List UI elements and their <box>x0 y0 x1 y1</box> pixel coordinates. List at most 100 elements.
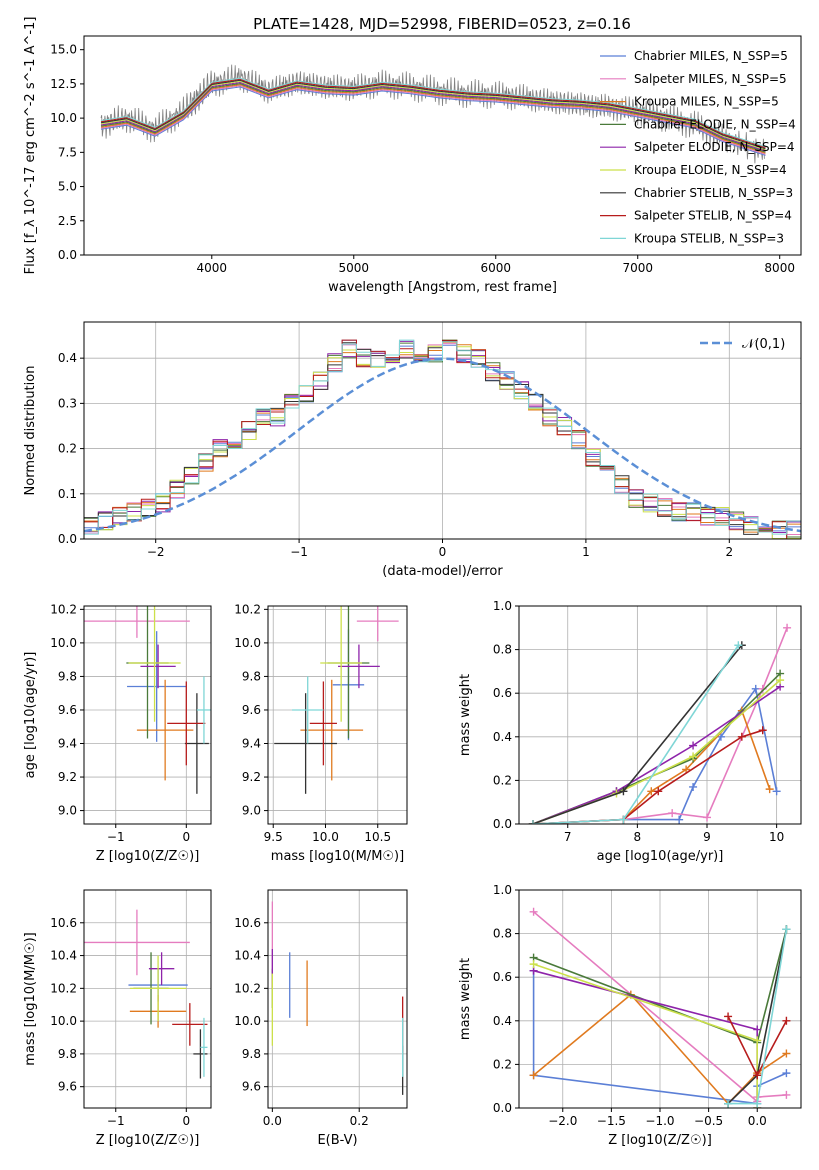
plus-marker <box>529 1071 538 1080</box>
y-tick-label: 10.6 <box>50 916 77 930</box>
figure-title: PLATE=1428, MJD=52998, FIBERID=0523, z=0… <box>253 15 631 33</box>
legend-label: Chabrier MILES, N_SSP=5 <box>634 49 788 63</box>
x-tick-label: 10.0 <box>312 830 339 844</box>
x-tick-label: 7 <box>564 830 572 844</box>
y-tick-label: 0.4 <box>493 1014 512 1028</box>
y-tick-label: 10.0 <box>234 636 261 650</box>
plus-marker <box>675 815 684 824</box>
y-tick-label: 0.0 <box>58 532 77 546</box>
y-tick-label: 10.6 <box>234 916 261 930</box>
y-axis-label: Flux [f_λ 10^-17 erg cm^-2 s^-1 A^-1] <box>23 17 38 275</box>
axes-frame <box>267 605 408 825</box>
x-tick-label: 7000 <box>622 261 653 275</box>
y-tick-label: 10.2 <box>50 981 77 995</box>
x-tick-label: 8 <box>634 830 642 844</box>
y-tick-label: 7.5 <box>58 145 77 159</box>
axes-frame <box>83 35 802 256</box>
plus-marker <box>689 782 698 791</box>
x-tick-label: 9.5 <box>264 830 283 844</box>
plus-marker <box>782 1049 791 1058</box>
y-tick-label: 9.0 <box>242 804 261 818</box>
y-tick-label: 0.2 <box>493 773 512 787</box>
x-tick-label: 0.0 <box>263 1114 282 1128</box>
plus-marker <box>647 787 656 796</box>
x-tick-label: 10.5 <box>364 830 391 844</box>
mass-weight-vs-age-panel: 7 8 9 10 0.0 0.2 0.4 0.6 0.8 1.0 age [log10(age/yr… <box>458 599 802 864</box>
x-tick-label: 10 <box>769 830 784 844</box>
spectrum-panel: 4000 5000 6000 7000 8000 0.0 2.5 5.0 7.5 10.0 12.5… <box>23 17 802 295</box>
x-tick-label: 0 <box>182 1114 190 1128</box>
error-bar-point <box>127 631 187 742</box>
x-tick-label: −1 <box>107 830 125 844</box>
plot-area <box>528 623 792 824</box>
y-tick-label: 0.3 <box>58 396 77 410</box>
x-axis-label: mass [log10(M/M☉)] <box>271 849 404 864</box>
y-axis-label: age [log10(age/yr)] <box>23 652 38 779</box>
y-tick-label: 0.2 <box>493 1057 512 1071</box>
y-axis-label: mass weight <box>458 958 473 1040</box>
y-tick-label: 10.2 <box>234 602 261 616</box>
plus-marker <box>753 1036 762 1045</box>
plus-marker <box>753 1071 762 1080</box>
plus-marker <box>782 1016 791 1025</box>
plus-marker <box>734 641 743 650</box>
plus-marker <box>689 752 698 761</box>
plus-marker <box>776 676 785 685</box>
plot-area <box>84 339 801 539</box>
y-tick-label: 10.4 <box>50 949 77 963</box>
error-bar-point <box>184 693 209 794</box>
legend-label: Kroupa MILES, N_SSP=5 <box>634 95 779 109</box>
error-bar-point <box>140 644 176 689</box>
legend-label: Chabrier ELODIE, N_SSP=4 <box>634 117 796 131</box>
mass-weight-line <box>532 644 739 824</box>
spectrum-model-line <box>100 85 766 155</box>
plus-marker <box>682 765 691 774</box>
x-tick-label: 5000 <box>338 261 369 275</box>
error-bar-point <box>84 606 190 638</box>
spectrum-model-line <box>100 86 766 156</box>
error-bar-point <box>356 606 399 642</box>
mass-weight-line <box>533 963 759 1108</box>
x-tick-label: −2 <box>147 545 165 559</box>
plot-area <box>84 606 211 794</box>
error-bar-point <box>129 955 187 1022</box>
mass-weight-line <box>532 679 781 824</box>
plus-marker <box>782 1090 791 1099</box>
y-tick-label: 0.6 <box>493 686 512 700</box>
plus-marker <box>783 623 792 632</box>
y-tick-label: 9.6 <box>58 703 77 717</box>
error-bar-point <box>196 676 211 744</box>
y-tick-label: 0.0 <box>493 817 512 831</box>
mass-weight-line <box>532 686 781 824</box>
error-bar-point <box>292 676 324 744</box>
mass-weight-line <box>533 969 759 1108</box>
error-bar-point <box>274 693 337 794</box>
x-tick-label: 6000 <box>480 261 511 275</box>
plus-marker <box>782 1069 791 1078</box>
x-axis-label: (data-model)/error <box>382 564 503 579</box>
y-tick-label: 10.0 <box>50 1014 77 1028</box>
y-tick-label: 10.2 <box>50 602 77 616</box>
error-bar-point <box>309 681 337 766</box>
y-tick-label: 0.2 <box>58 442 77 456</box>
x-tick-label: 0.2 <box>350 1114 369 1128</box>
x-tick-label: −1.0 <box>645 1114 674 1128</box>
x-axis-label: E(B-V) <box>317 1133 357 1148</box>
y-tick-label: 0.1 <box>58 487 77 501</box>
legend-label: Salpeter STELIB, N_SSP=4 <box>634 209 792 223</box>
age-vs-Z-panel: −1 0 9.0 9.2 9.4 9.6 9.8 10.0 10.2 Z [log10(Z/Z☉)… <box>23 602 212 864</box>
mass-vs-Z-panel: −1 0 9.6 9.8 10.0 10.2 10.4 10.6 Z [log10(Z/Z☉)]… <box>23 889 212 1148</box>
mass-weight-line <box>532 627 788 824</box>
y-tick-label: 9.2 <box>58 770 77 784</box>
plus-marker <box>716 732 725 741</box>
x-tick-label: 0.0 <box>748 1114 767 1128</box>
y-axis-label: mass [log10(M/M☉)] <box>23 932 38 1065</box>
y-tick-label: 9.8 <box>242 1047 261 1061</box>
y-tick-label: 9.8 <box>58 669 77 683</box>
plus-marker <box>758 726 767 735</box>
y-axis-label: mass weight <box>458 674 473 756</box>
plus-marker <box>751 684 760 693</box>
y-tick-label: 15.0 <box>50 43 77 57</box>
y-tick-label: 2.5 <box>58 214 77 228</box>
